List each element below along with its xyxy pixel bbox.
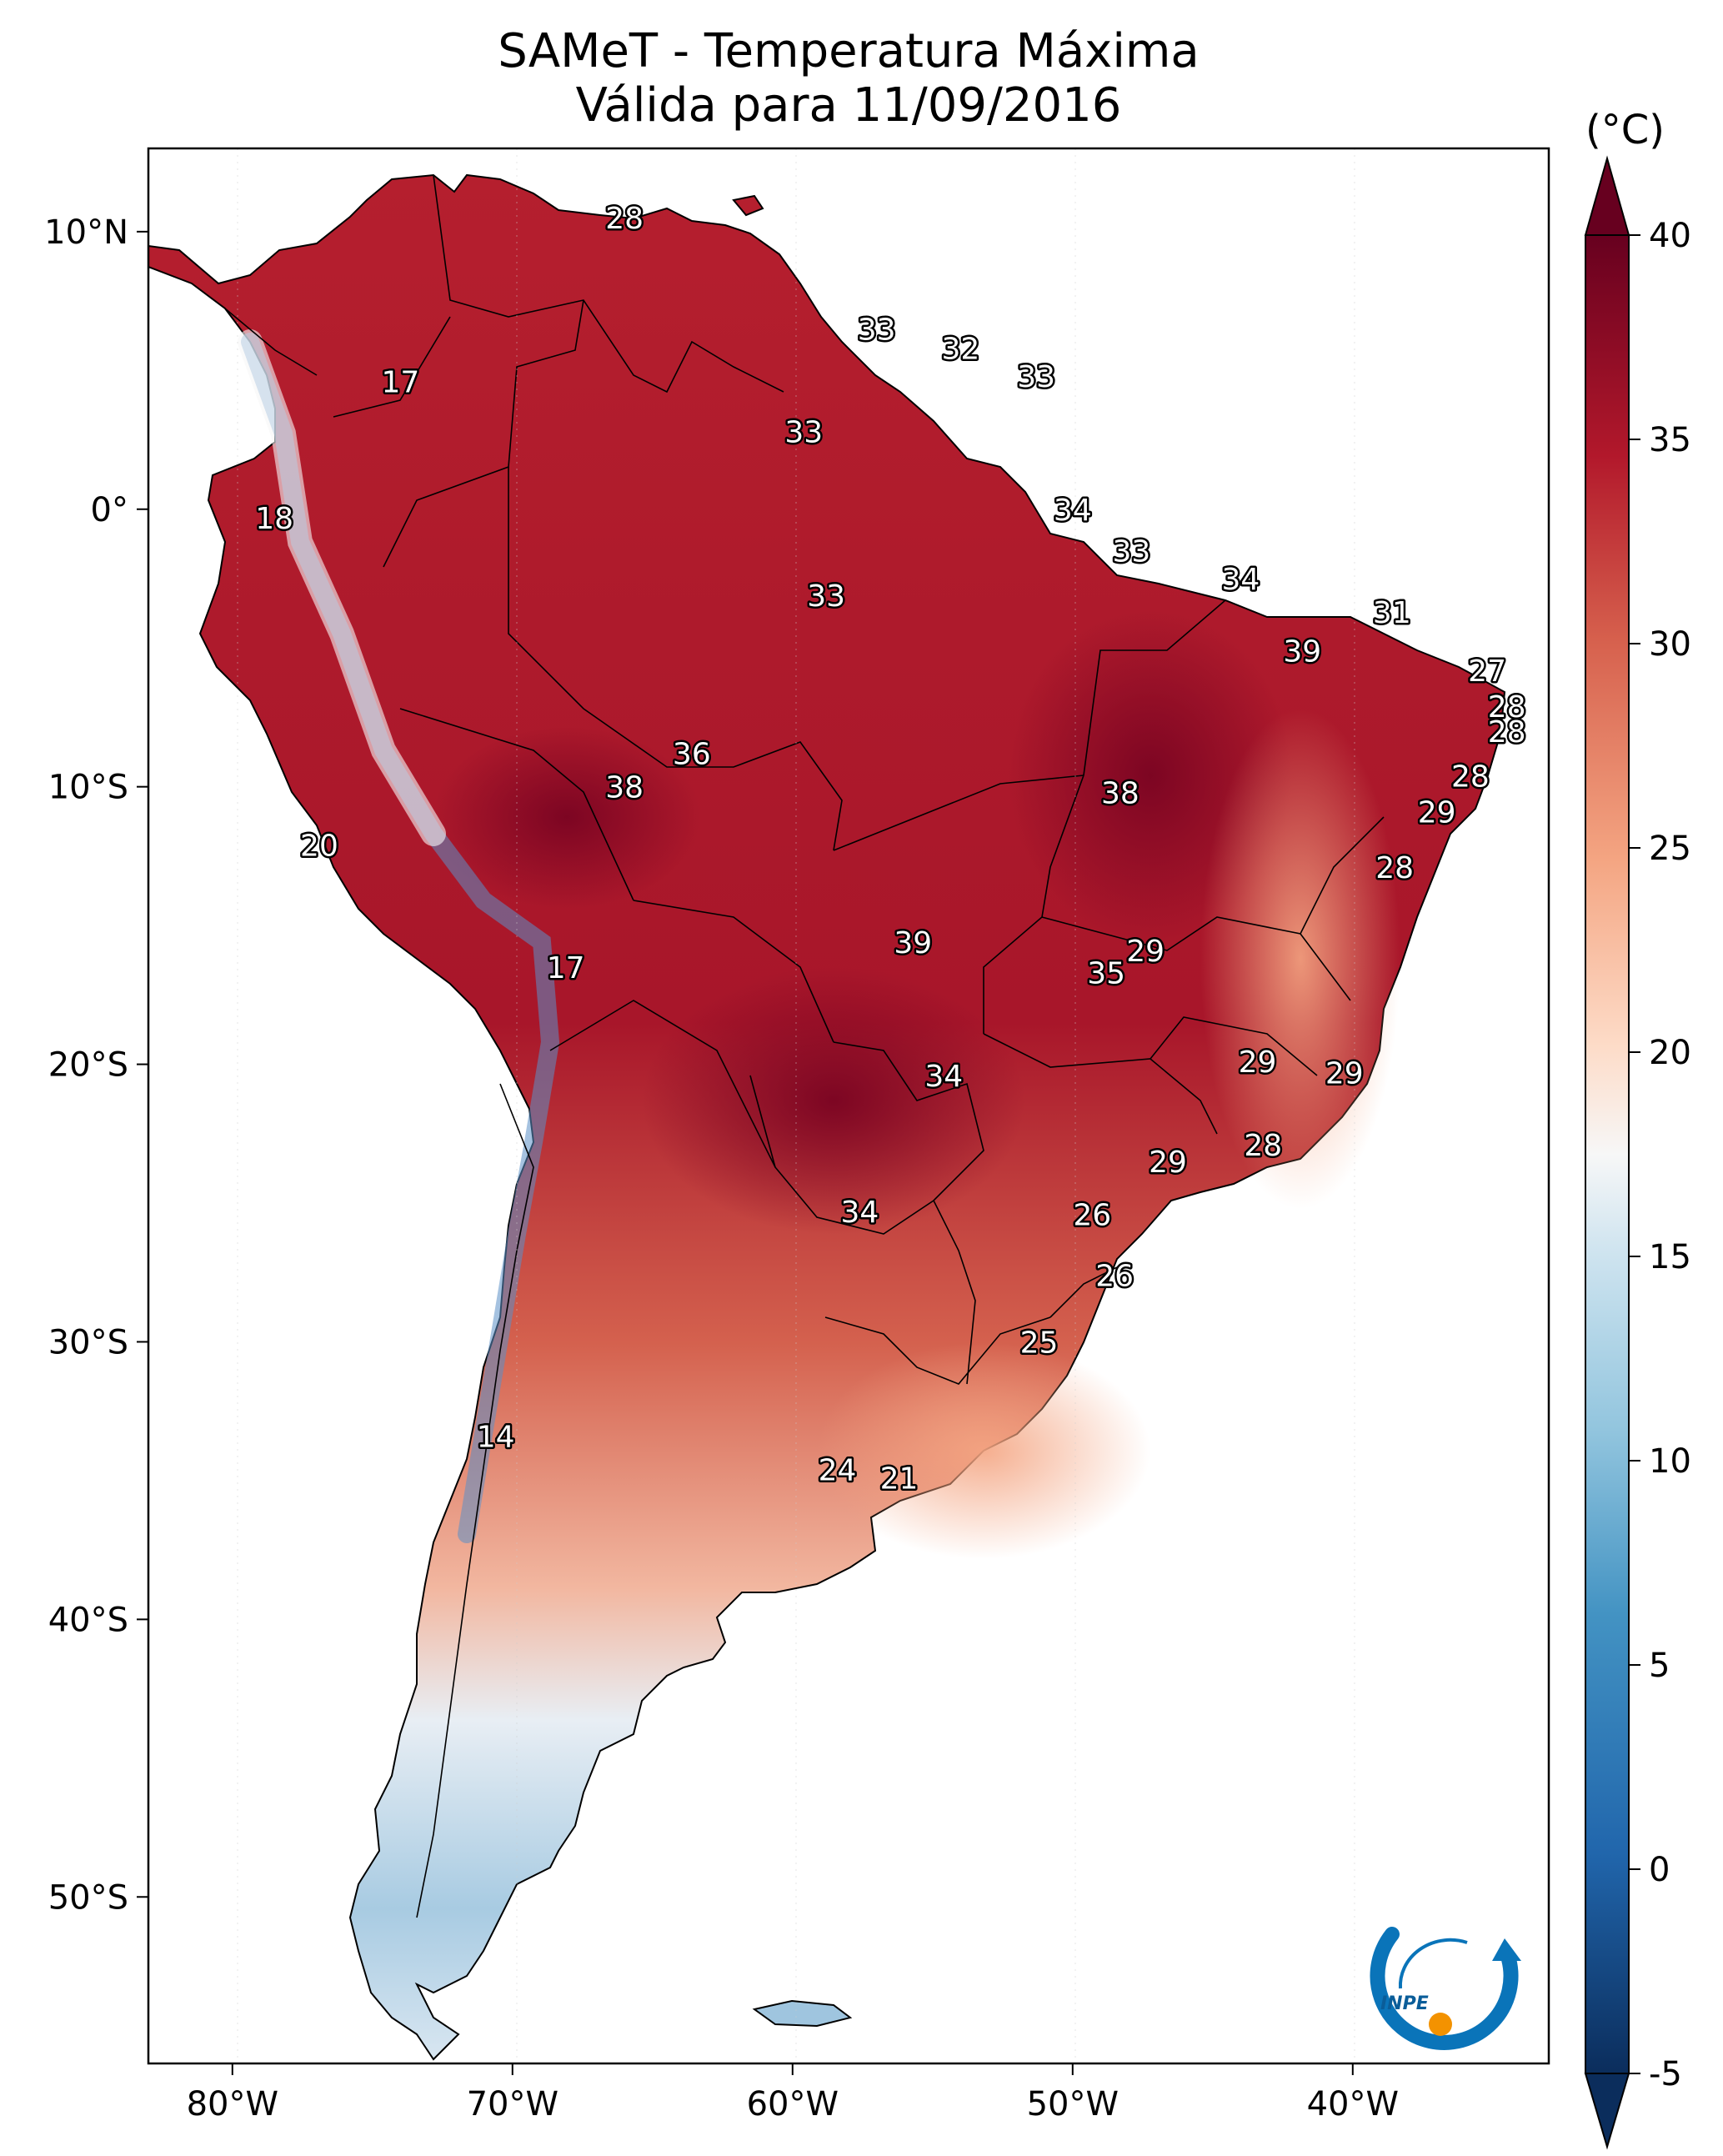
station-value-label: 33 [807,579,845,614]
colorbar-tick-label: 0 [1649,1851,1670,1889]
colorbar-tick-label: 35 [1649,421,1691,459]
colorbar: (°C) 40 35 30 25 20 15 10 5 0 -5 [1584,107,1691,2150]
station-value-label: 17 [547,951,585,985]
station-value-label: 34 [1221,563,1260,597]
lat-tick-label: 30°S [48,1323,128,1361]
lat-tick-label: 50°S [48,1878,128,1917]
station-value-label: 28 [605,202,644,236]
station-value-label: 28 [1451,760,1490,794]
station-value-label: 17 [381,366,419,400]
colorbar-tick-label: 20 [1649,1034,1691,1072]
station-value-label: 27 [1468,654,1506,689]
logo-text: INPE [1380,1993,1429,2014]
colorbar-min-extend [1584,2073,1630,2150]
colorbar-tick-label: 40 [1649,217,1691,255]
station-value-label: 14 [477,1421,515,1455]
station-value-label: 29 [1126,935,1165,969]
station-value-label: 29 [1418,796,1456,830]
station-value-label: 29 [1149,1146,1187,1180]
station-value-label: 26 [1073,1198,1111,1232]
lon-tick-label: 80°W [187,2085,278,2123]
colorbar-tick-label: 15 [1649,1238,1691,1276]
logo-arc [1370,1927,1519,2050]
station-value-label: 24 [819,1454,857,1488]
station-value-label: 28 [1488,690,1526,725]
map-title: SAMeT - Temperatura Máxima [498,24,1200,78]
station-value-label: 31 [1373,596,1411,630]
mild-area-east-coast [1200,709,1400,1209]
station-value-label: 36 [673,738,711,772]
colorbar-tick-label: 5 [1649,1647,1670,1685]
station-value-label: 34 [924,1060,963,1094]
colorbar-tick-label: 30 [1649,625,1691,664]
station-value-label: 20 [300,830,338,864]
station-value-label: 26 [1095,1260,1134,1294]
lon-tick-label: 50°W [1027,2085,1119,2123]
colorbar-gradient [1585,234,1630,2074]
station-value-label: 34 [1054,494,1092,528]
lat-tick-label: 40°S [48,1601,128,1639]
station-value-label: 25 [1020,1326,1059,1360]
falkland-islands [752,1999,853,2028]
station-value-label: 28 [1375,851,1414,885]
station-value-label: 38 [1101,776,1139,810]
latitude-axis: 10°N 0° 10°S 20°S 30°S 40°S 50°S [44,213,148,1917]
colorbar-tick-label: 10 [1649,1442,1691,1481]
lat-tick-label: 20°S [48,1046,128,1085]
station-value-label: 33 [784,416,823,450]
station-value-label: 28 [1488,715,1526,750]
station-value-label: 32 [941,333,979,367]
mild-area-south-brazil [817,1342,1150,1559]
logo-orbit [1398,1938,1468,1989]
map-subtitle: Válida para 11/09/2016 [575,78,1122,133]
lon-tick-label: 60°W [747,2085,839,2123]
andes-mild-band [238,329,446,846]
station-value-label: 35 [1087,957,1125,991]
hot-core-peru-amazon [433,725,700,909]
colorbar-tick-label: -5 [1649,2055,1682,2093]
station-value-label: 38 [605,771,644,805]
lat-tick-label: 10°S [48,769,128,807]
colorbar-tick-label: 25 [1649,830,1691,868]
station-value-label: 33 [1112,535,1150,569]
station-value-label: 33 [858,313,896,347]
lat-tick-label: 0° [91,491,128,529]
station-value-label: 29 [1239,1045,1277,1080]
hot-core-chaco [642,967,1025,1234]
colorbar-max-extend [1584,155,1630,236]
lat-tick-label: 10°N [44,213,128,252]
longitude-axis: 80°W 70°W 60°W 50°W 40°W [187,2063,1399,2123]
logo-arrow [1492,1938,1521,1961]
lon-tick-label: 40°W [1307,2085,1399,2123]
map-frame [147,147,1550,2065]
station-value-label: 21 [880,1462,919,1497]
station-value-label: 29 [1325,1057,1364,1091]
station-value-label: 18 [255,502,293,536]
inpe-logo: INPE [1370,1927,1521,2050]
logo-sun [1429,2013,1452,2036]
colorbar-ticks: 40 35 30 25 20 15 10 5 0 -5 [1629,217,1691,2093]
station-value-label: 33 [1017,360,1055,394]
station-value-label: 34 [841,1196,879,1230]
station-value-label: 28 [1244,1129,1282,1163]
lon-tick-label: 70°W [467,2085,558,2123]
colorbar-unit: (°C) [1585,107,1665,153]
country-borders [224,174,1385,1918]
station-value-label: 39 [894,926,932,960]
trinidad-island [732,194,764,217]
station-value-label: 39 [1283,635,1321,669]
